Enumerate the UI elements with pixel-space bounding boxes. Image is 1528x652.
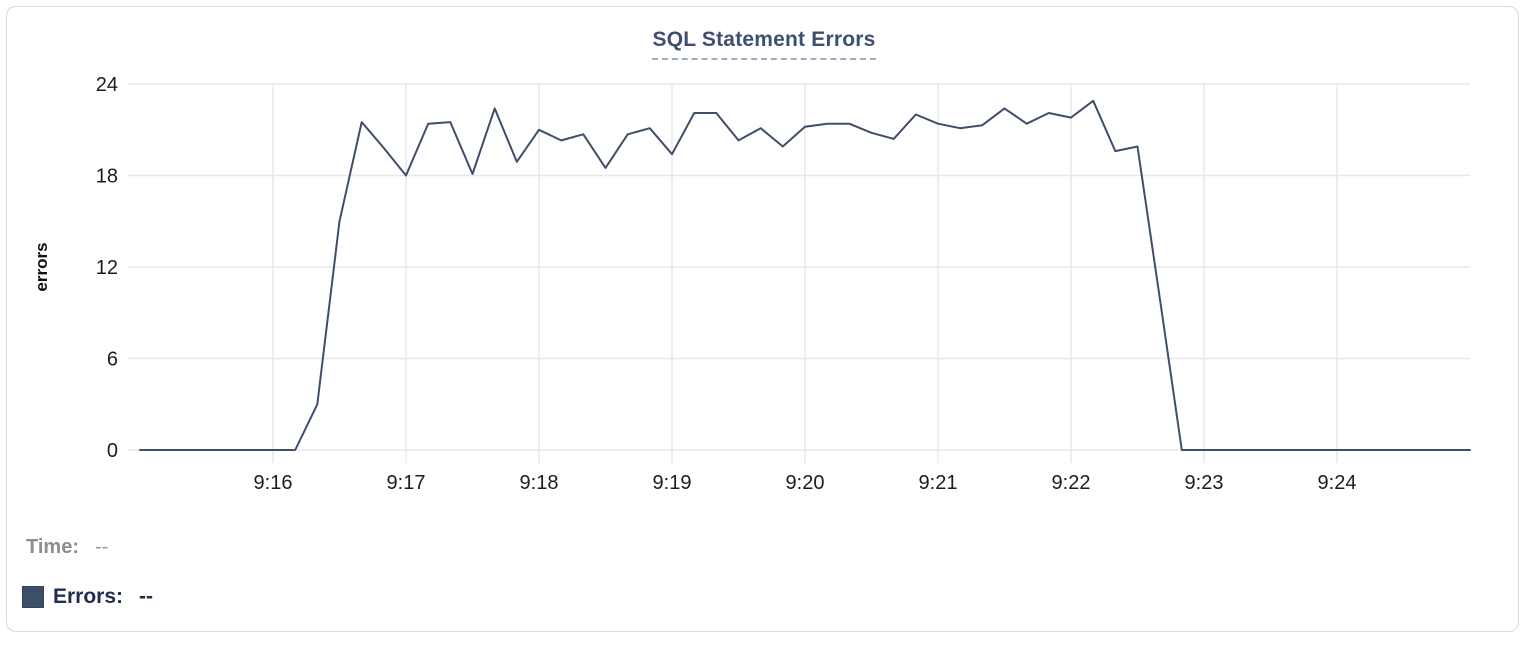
x-tick-9:22: 9:22 <box>1052 472 1091 494</box>
tooltip-errors-row: Errors: -- <box>22 585 153 609</box>
y-tick-24: 24 <box>96 74 118 96</box>
sql-statement-errors-chart[interactable]: 0 6 12 18 24 9:16 9:17 9:18 9:19 9:20 9:21 9:22 9:2… <box>0 0 1528 510</box>
errors-label: Errors: <box>53 585 124 608</box>
chart-card <box>6 6 1519 632</box>
y-tick-6: 6 <box>107 349 118 371</box>
errors-series-line <box>139 99 1471 451</box>
errors-series-swatch <box>22 586 44 608</box>
vertical-gridlines <box>272 84 1338 463</box>
x-tick-9:21: 9:21 <box>919 472 958 494</box>
y-axis-tick-labels: 0 6 12 18 24 <box>96 74 118 462</box>
x-tick-9:16: 9:16 <box>254 472 293 494</box>
time-value: -- <box>94 536 109 558</box>
x-axis-tick-labels: 9:16 9:17 9:18 9:19 9:20 9:21 9:22 9:23 9:24 <box>254 472 1357 494</box>
y-tick-12: 12 <box>96 257 118 279</box>
time-label: Time: <box>26 536 79 558</box>
x-tick-9:18: 9:18 <box>520 472 559 494</box>
y-axis-title: errors <box>32 242 51 291</box>
horizontal-gridlines <box>128 83 1470 451</box>
x-tick-9:24: 9:24 <box>1318 472 1357 494</box>
tooltip-time-row: Time: -- <box>26 536 108 559</box>
chart-title-link[interactable]: SQL Statement Errors <box>652 28 876 60</box>
chart-title-row: SQL Statement Errors <box>0 28 1528 60</box>
x-tick-9:23: 9:23 <box>1185 472 1224 494</box>
x-tick-9:20: 9:20 <box>786 472 825 494</box>
x-tick-9:19: 9:19 <box>653 472 692 494</box>
errors-value: -- <box>139 585 154 608</box>
y-tick-0: 0 <box>107 440 118 462</box>
x-tick-9:17: 9:17 <box>387 472 426 494</box>
y-tick-18: 18 <box>96 166 118 188</box>
